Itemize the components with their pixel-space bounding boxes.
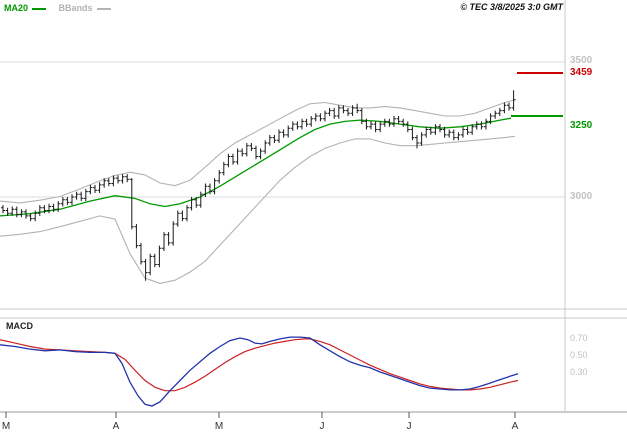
bollinger-lower-band xyxy=(0,135,516,284)
x-axis-month-label: M xyxy=(214,421,224,432)
bollinger-upper-band xyxy=(0,99,516,204)
panel-separator-lines xyxy=(0,308,627,319)
legend: MA20 BBands xyxy=(4,3,121,13)
x-axis-month-label: A xyxy=(112,421,120,432)
x-axis-month-label: J xyxy=(406,421,412,432)
price-gridlines xyxy=(0,61,565,198)
legend-bbands-label: BBands xyxy=(58,3,93,13)
price-axis-label-3500: 3500 xyxy=(570,55,593,66)
x-axis-month-label: J xyxy=(319,421,325,432)
macd-signal-line xyxy=(0,338,519,392)
x-axis-month-label: M xyxy=(1,421,11,432)
legend-bbands[interactable]: BBands xyxy=(59,3,111,13)
price-axis-label-3000: 3000 xyxy=(570,191,593,202)
macd-scale-label-0.50: 0.50 xyxy=(570,350,588,360)
macd-panel-label: MACD xyxy=(6,321,33,331)
price-axis-label-3459: 3459 xyxy=(570,67,593,78)
macd-scale-label-0.30: 0.30 xyxy=(570,367,588,377)
macd-line xyxy=(0,336,519,407)
copyright-text: © TEC 3/8/2025 3:0 GMT xyxy=(460,2,563,12)
month-tick-marks xyxy=(5,412,516,418)
price-axis-label-3250: 3250 xyxy=(570,120,593,131)
legend-ma20-label: MA20 xyxy=(4,3,29,13)
ma20-line xyxy=(0,117,512,217)
x-axis-month-label: A xyxy=(511,421,519,432)
ohlc-bars xyxy=(1,90,516,281)
legend-ma20[interactable]: MA20 xyxy=(4,3,47,13)
macd-scale-label-0.70: 0.70 xyxy=(570,333,588,343)
bbands-line-swatch-icon xyxy=(96,7,111,10)
ma20-line-swatch-icon xyxy=(32,7,47,10)
